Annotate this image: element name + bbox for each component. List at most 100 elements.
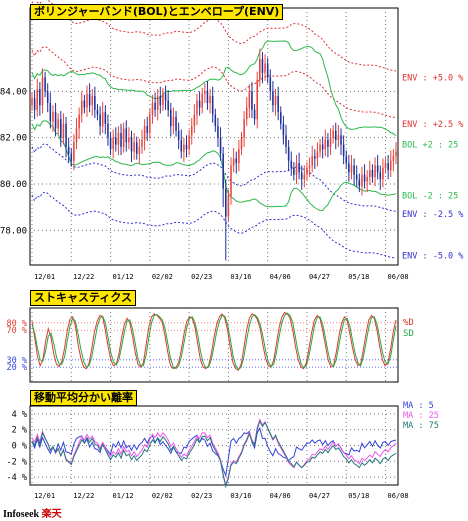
candle-body (49, 102, 52, 122)
candle-body (46, 91, 49, 103)
candle-body (60, 119, 62, 138)
candle-body (240, 137, 243, 150)
candle-body (395, 151, 397, 157)
candle-y-tick-label: 84.00 (0, 87, 27, 97)
madev-x-tick-label: 06/08 (388, 492, 409, 500)
candle-body (162, 93, 164, 106)
candle-body (232, 158, 235, 166)
candle-body (75, 128, 78, 143)
candle-body (274, 95, 277, 106)
candle-body (374, 165, 376, 178)
madev-x-tick-label: 04/27 (309, 492, 330, 500)
candle-body (172, 116, 175, 127)
candle-body (193, 114, 196, 127)
candle-body (31, 98, 33, 106)
candle-body (52, 112, 54, 122)
candle-body (96, 109, 99, 115)
env-plus25-line (31, 46, 397, 119)
stoch-y-tick-label: 30 % (7, 356, 27, 366)
candle-body (245, 107, 248, 120)
candle-body (384, 163, 387, 168)
candle-body (117, 133, 120, 145)
candle-body (41, 77, 44, 106)
candle-body (225, 188, 227, 217)
candle-body (138, 146, 141, 154)
bollinger-panel-title: ボリンジャーバンド(BOL)とエンベロープ(ENV) (30, 4, 284, 20)
band-line-label: BOL -2 : 25 (402, 192, 458, 202)
candle-body (334, 130, 337, 140)
candle-body (65, 123, 67, 147)
candle-body (211, 95, 214, 115)
candle-body (235, 158, 238, 164)
madev-x-tick-label: 04/06 (270, 492, 291, 500)
candle-y-tick-label: 82.00 (0, 134, 27, 144)
stoch-plot-frame (29, 307, 399, 383)
footer-brand[interactable]: Infoseek 楽天 (3, 505, 62, 520)
candle-body (170, 109, 172, 127)
candle-body (256, 79, 258, 120)
candle-body (345, 156, 348, 164)
candle-plot-frame (29, 7, 399, 266)
candle-body (175, 116, 177, 131)
brand-sub: 楽天 (41, 509, 62, 520)
candle-body (358, 179, 361, 187)
candle-body (282, 123, 285, 136)
candle-body (135, 142, 138, 154)
candle-body (219, 137, 222, 154)
candle-body (387, 163, 389, 171)
stochastics-panel-title: ストキャスティクス (30, 290, 137, 306)
candle-body (167, 100, 169, 110)
candle-body (133, 142, 135, 152)
candle-body (190, 126, 193, 136)
candle-body (94, 95, 96, 110)
candle-body (327, 139, 329, 147)
candle-x-tick-label: 04/27 (309, 273, 330, 281)
candle-x-tick-label: 12/01 (34, 273, 55, 281)
candle-body (316, 151, 319, 159)
candle-body (57, 119, 59, 129)
candle-body (300, 172, 303, 180)
candle-y-tick-label: 78.00 (0, 226, 27, 236)
candle-body (36, 89, 39, 110)
madev-series-line (31, 418, 397, 487)
candle-body (340, 135, 342, 145)
candle-body (306, 167, 308, 175)
stoch-series-line (31, 311, 397, 371)
candle-body (180, 139, 183, 152)
candle-body (78, 114, 80, 129)
brand-label: Infoseek (3, 509, 40, 520)
candle-body (342, 144, 345, 157)
candle-body (376, 165, 379, 173)
candle-body (290, 160, 293, 168)
candle-body (314, 156, 316, 159)
candle-body (259, 58, 261, 80)
candle-body (196, 100, 198, 115)
candle-body (389, 160, 392, 171)
candle-body (379, 172, 382, 180)
candle-body (141, 139, 143, 147)
candle-body (321, 144, 324, 150)
candle-body (185, 144, 188, 150)
env-minus5-line (31, 191, 397, 259)
bol-plus2-line (31, 40, 397, 137)
madev-y-tick-label: 4 % (12, 410, 27, 420)
band-line-label: BOL +2 : 25 (402, 141, 458, 151)
candle-body (324, 139, 327, 150)
candle-body (285, 135, 287, 147)
candle-body (293, 167, 295, 175)
candle-body (298, 163, 300, 173)
candle-body (206, 91, 209, 103)
candle-body (115, 137, 117, 145)
candle-body (350, 165, 353, 173)
band-line-label: ENV : +2.5 % (402, 120, 463, 130)
madev-legend-label: MA : 75 (403, 421, 439, 431)
candle-body (143, 126, 146, 140)
candle-body (183, 144, 185, 152)
madev-legend-label: MA : 25 (403, 411, 439, 421)
candle-body (329, 137, 332, 147)
candle-body (279, 112, 282, 124)
candle-x-tick-label: 05/18 (348, 273, 369, 281)
candle-body (91, 95, 94, 106)
candle-x-tick-label: 06/08 (388, 273, 409, 281)
candle-body (353, 165, 355, 175)
